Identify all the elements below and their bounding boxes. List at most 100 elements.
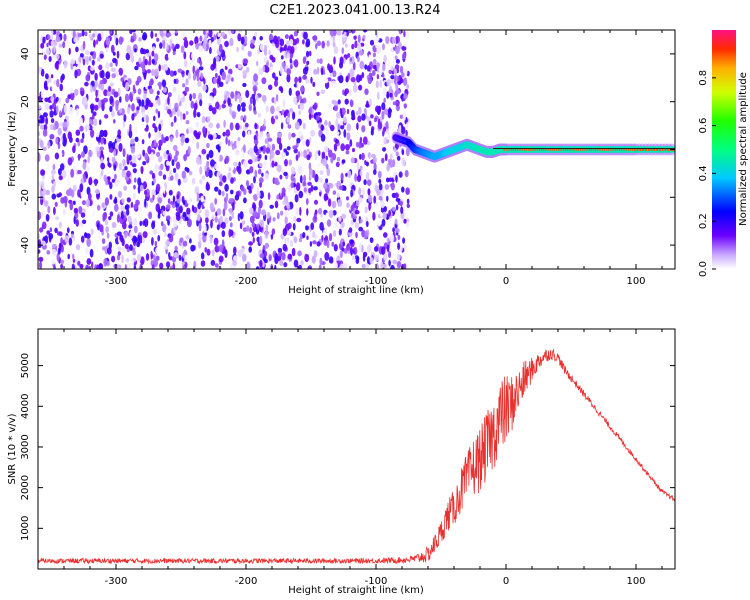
heatmap-cell bbox=[43, 54, 47, 60]
heatmap-cell bbox=[53, 206, 56, 215]
heatmap-cell bbox=[345, 172, 348, 177]
heatmap-cell bbox=[75, 219, 79, 227]
heatmap-cell bbox=[275, 180, 280, 186]
heatmap-cell bbox=[82, 58, 86, 66]
heatmap-cell bbox=[382, 211, 387, 220]
heatmap-cell bbox=[222, 131, 226, 137]
heatmap-cell bbox=[114, 180, 120, 188]
heatmap-cell bbox=[281, 187, 286, 194]
heatmap-cell bbox=[312, 231, 316, 238]
heatmap-cell bbox=[230, 177, 234, 184]
heatmap-cell bbox=[280, 122, 284, 130]
heatmap-cell bbox=[117, 246, 122, 251]
heatmap-cell bbox=[346, 202, 350, 208]
heatmap-cell bbox=[191, 204, 195, 212]
heatmap-cell bbox=[406, 203, 410, 209]
heatmap-cell bbox=[131, 113, 135, 121]
heatmap-cell bbox=[229, 208, 232, 215]
heatmap-cell bbox=[308, 187, 312, 194]
heatmap-cell bbox=[403, 93, 408, 100]
heatmap-cell bbox=[62, 121, 68, 128]
heatmap-cell bbox=[216, 208, 222, 216]
heatmap-cell bbox=[223, 119, 226, 128]
heatmap-cell bbox=[253, 73, 258, 82]
heatmap-cell bbox=[44, 80, 48, 89]
heatmap-cell bbox=[87, 65, 92, 72]
heatmap-cell bbox=[342, 89, 345, 96]
heatmap-cell bbox=[145, 114, 149, 124]
heatmap-cell bbox=[124, 264, 128, 269]
heatmap-cell bbox=[142, 149, 146, 157]
heatmap-cell bbox=[54, 227, 58, 234]
heatmap-cell bbox=[49, 110, 54, 118]
heatmap-cell bbox=[326, 219, 332, 227]
heatmap-cell bbox=[340, 221, 345, 228]
heatmap-cell bbox=[229, 122, 234, 131]
heatmap-cell bbox=[55, 216, 60, 221]
heatmap-cell bbox=[367, 152, 371, 158]
heatmap-cell bbox=[136, 253, 142, 262]
heatmap-cell bbox=[162, 223, 167, 233]
heatmap-cell bbox=[116, 264, 122, 269]
spectrogram-y-tick-label: 0 bbox=[20, 146, 31, 152]
heatmap-cell bbox=[323, 120, 328, 126]
heatmap-cell bbox=[351, 43, 355, 50]
heatmap-cell bbox=[72, 145, 76, 154]
heatmap-cell bbox=[39, 227, 44, 233]
heatmap-cell bbox=[151, 172, 156, 179]
heatmap-cell bbox=[139, 220, 143, 227]
heatmap-cell bbox=[88, 33, 93, 40]
heatmap-cell bbox=[228, 216, 232, 222]
heatmap-cell bbox=[224, 249, 228, 258]
heatmap-cell bbox=[108, 216, 112, 221]
heatmap-cell bbox=[142, 231, 148, 239]
heatmap-cell bbox=[374, 246, 379, 252]
heatmap-cell bbox=[286, 146, 291, 151]
heatmap-cell bbox=[53, 80, 57, 85]
heatmap-cell bbox=[241, 107, 246, 112]
heatmap-cell bbox=[340, 120, 344, 126]
snr-line-marks bbox=[38, 348, 675, 565]
heatmap-cell bbox=[329, 64, 333, 71]
heatmap-cell bbox=[190, 100, 195, 109]
heatmap-cell bbox=[349, 99, 354, 108]
heatmap-cell bbox=[383, 97, 387, 103]
heatmap-cell bbox=[232, 145, 235, 150]
heatmap-cell bbox=[274, 80, 278, 87]
heatmap-cell bbox=[305, 78, 310, 84]
heatmap-cell bbox=[340, 143, 346, 152]
heatmap-cell bbox=[334, 105, 339, 112]
heatmap-cell bbox=[173, 252, 179, 258]
heatmap-cell bbox=[74, 88, 79, 96]
heatmap-cell bbox=[160, 163, 164, 170]
heatmap-cell bbox=[282, 99, 286, 108]
heatmap-cell bbox=[291, 132, 296, 138]
heatmap-cell bbox=[350, 189, 353, 198]
heatmap-cell bbox=[298, 190, 304, 199]
heatmap-cell bbox=[82, 219, 87, 225]
heatmap-cell bbox=[182, 211, 187, 218]
heatmap-cell bbox=[85, 264, 90, 269]
heatmap-cell bbox=[52, 180, 56, 189]
heatmap-cell bbox=[191, 136, 195, 144]
heatmap-cell bbox=[384, 153, 388, 162]
heatmap-cell bbox=[236, 165, 240, 172]
heatmap-cell bbox=[302, 39, 305, 45]
heatmap-cell bbox=[105, 36, 109, 46]
heatmap-cell bbox=[308, 167, 313, 176]
heatmap-cell bbox=[293, 59, 299, 68]
heatmap-cell bbox=[356, 161, 360, 171]
heatmap-cell bbox=[339, 185, 343, 190]
heatmap-cell bbox=[218, 181, 223, 187]
heatmap-cell bbox=[316, 40, 322, 47]
heatmap-cell bbox=[64, 137, 67, 145]
heatmap-cell bbox=[377, 170, 382, 179]
heatmap-cell bbox=[362, 254, 366, 262]
heatmap-cell bbox=[216, 152, 220, 161]
heatmap-cell bbox=[120, 205, 125, 213]
heatmap-cell bbox=[216, 224, 220, 231]
heatmap-cell bbox=[90, 228, 94, 235]
heatmap-cell bbox=[233, 246, 237, 255]
heatmap-cell bbox=[63, 104, 68, 114]
heatmap-cell bbox=[390, 79, 394, 84]
